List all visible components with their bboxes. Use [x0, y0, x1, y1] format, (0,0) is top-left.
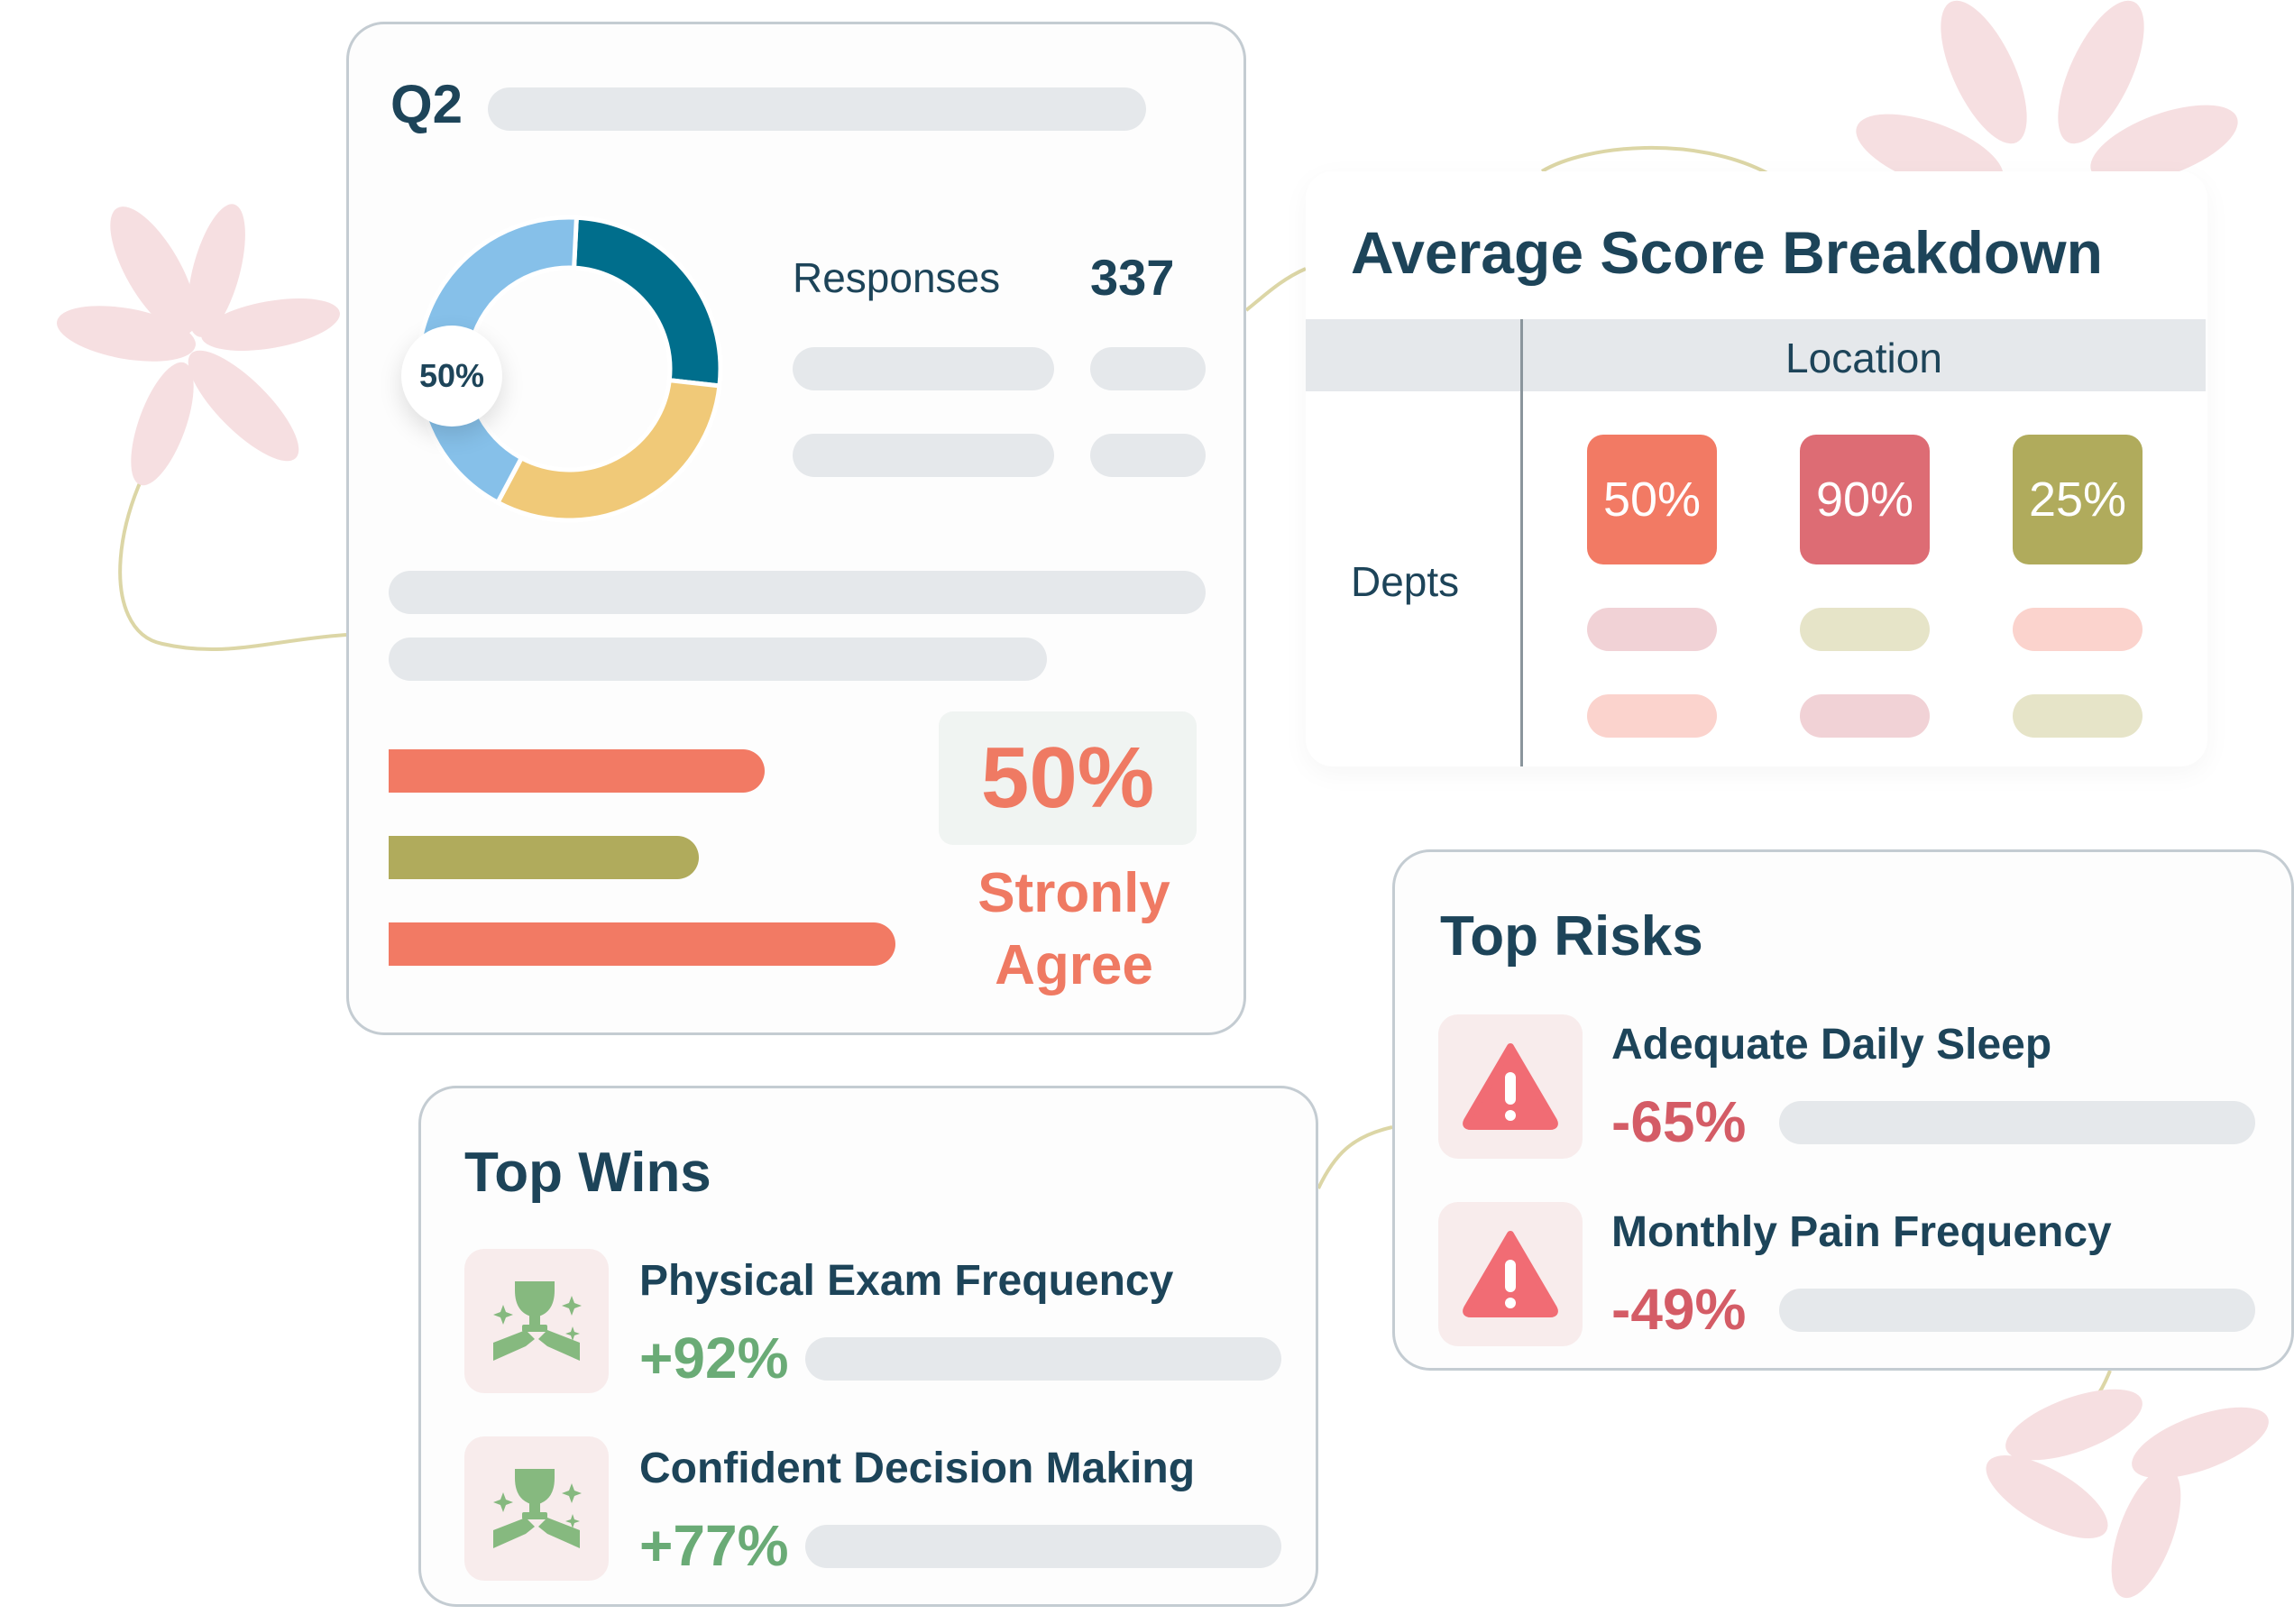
- breakdown-header-row: [1306, 319, 2206, 391]
- flower-bottom-right-decoration: [1986, 1389, 2269, 1599]
- placeholder-bar: [805, 1337, 1281, 1381]
- donut-segment-teal: [571, 215, 723, 389]
- warning-icon: [1463, 1231, 1558, 1317]
- placeholder-pill: [1587, 694, 1717, 738]
- placeholder-bar: [793, 434, 1054, 477]
- horizontal-bar: [389, 922, 895, 966]
- q2-title: Q2: [390, 74, 463, 134]
- agree-percent-box: 50%: [939, 711, 1197, 845]
- placeholder-bar: [389, 638, 1047, 681]
- placeholder-pill: [1800, 608, 1930, 651]
- win-item-label: Confident Decision Making: [639, 1445, 1196, 1492]
- placeholder-bar: [1779, 1289, 2255, 1332]
- depts-row-header: Depts: [1351, 558, 1460, 605]
- q2-summary-card: Q2 50% Responses 337 50% Stronly Agree: [346, 22, 1246, 1035]
- win-item-value: +77%: [639, 1513, 789, 1578]
- breakdown-title: Average Score Breakdown: [1351, 219, 2103, 286]
- risk-icon-tile: [1438, 1014, 1583, 1159]
- placeholder-pill: [2013, 694, 2143, 738]
- risk-item-label: Monthly Pain Frequency: [1611, 1208, 2112, 1256]
- top-risks-title: Top Risks: [1440, 905, 1703, 968]
- risk-item-value: -49%: [1611, 1277, 1747, 1342]
- win-item-value: +92%: [639, 1326, 789, 1390]
- placeholder-bar: [793, 347, 1054, 390]
- top-wins-card: Top Wins Physical Exam Frequency +92%: [418, 1086, 1318, 1607]
- placeholder-bar: [805, 1525, 1281, 1568]
- trophy-hands-icon: [493, 1281, 582, 1361]
- donut-percent-label: 50%: [401, 326, 502, 427]
- score-tile-2: 90%: [1800, 435, 1930, 564]
- win-icon-tile: [464, 1436, 609, 1581]
- donut-segment-yellow: [494, 377, 722, 523]
- responses-label: Responses: [793, 254, 1001, 301]
- score-tile-1: 50%: [1587, 435, 1717, 564]
- placeholder-pill: [1587, 608, 1717, 651]
- risk-item-value: -65%: [1611, 1089, 1747, 1154]
- placeholder-pill: [2013, 608, 2143, 651]
- title-placeholder-bar: [488, 87, 1146, 131]
- placeholder-pill: [1800, 694, 1930, 738]
- responses-donut-chart: [415, 215, 723, 523]
- win-icon-tile: [464, 1249, 609, 1393]
- placeholder-bar: [1090, 434, 1206, 477]
- score-tile-3: 25%: [2013, 435, 2143, 564]
- risk-item-label: Adequate Daily Sleep: [1611, 1021, 2052, 1069]
- placeholder-bar: [389, 571, 1206, 614]
- horizontal-bar: [389, 836, 699, 879]
- horizontal-bar: [389, 749, 765, 793]
- risk-icon-tile: [1438, 1202, 1583, 1346]
- responses-count: 337: [1090, 249, 1175, 306]
- warning-icon: [1463, 1043, 1558, 1130]
- top-wins-title: Top Wins: [464, 1142, 711, 1204]
- location-column-header: Location: [1785, 335, 1942, 381]
- agree-label: Stronly Agree: [977, 862, 1170, 996]
- trophy-hands-icon: [493, 1469, 582, 1548]
- average-score-breakdown-card: Average Score Breakdown Location Depts 5…: [1306, 171, 2207, 766]
- placeholder-bar: [1779, 1101, 2255, 1144]
- top-risks-card: Top Risks Adequate Daily Sleep -65% Mont…: [1392, 849, 2294, 1371]
- breakdown-divider: [1520, 319, 1523, 766]
- placeholder-bar: [1090, 347, 1206, 390]
- flower-left-decoration: [57, 204, 340, 486]
- win-item-label: Physical Exam Frequency: [639, 1257, 1174, 1305]
